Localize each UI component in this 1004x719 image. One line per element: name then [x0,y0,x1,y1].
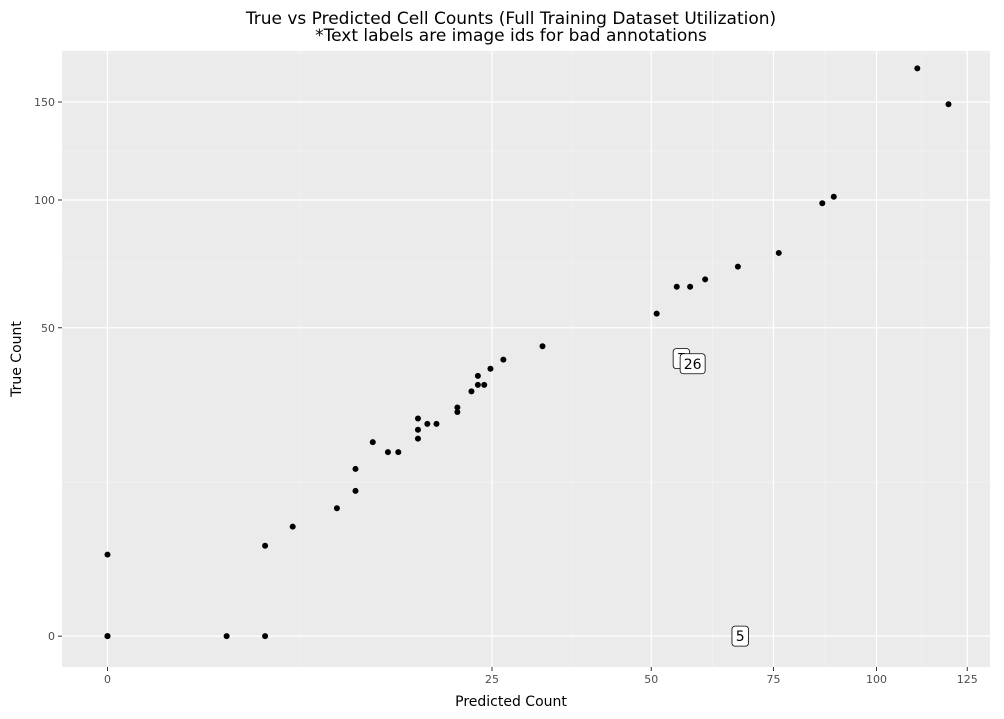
y-tick-label: 100 [34,194,55,207]
chart-subtitle: *Text labels are image ids for bad annot… [315,26,707,46]
data-point [474,381,481,388]
data-point [702,276,709,283]
minor-gridlines [62,51,990,667]
data-point [104,551,111,558]
data-point [414,426,421,433]
data-points [104,65,952,640]
x-axis-ticks: 0 25 50 75 100 125 [104,667,978,686]
data-point [819,200,826,207]
x-tick-label: 125 [957,673,978,686]
annotation-box [731,625,749,647]
data-point [687,283,694,290]
annotation-label: 26 [684,357,702,373]
data-point [352,487,359,494]
data-point [384,449,391,456]
data-point [775,249,782,256]
panel-background [62,51,990,667]
y-axis-title: True Count [9,321,25,398]
data-point [414,415,421,422]
data-point [433,420,440,427]
data-point [487,365,494,372]
data-point [481,381,488,388]
data-point [223,633,230,640]
x-tick-label: 100 [866,673,887,686]
data-point [352,465,359,472]
x-tick-label: 75 [766,673,780,686]
data-point [500,356,507,363]
annotation-labels: 7265 [672,348,749,647]
data-point [414,435,421,442]
data-point [262,633,269,640]
data-point [289,523,296,530]
y-tick-label: 50 [41,322,55,335]
data-point [474,372,481,379]
data-point [830,193,837,200]
y-tick-label: 0 [48,630,55,643]
data-point [395,449,402,456]
data-point [454,404,461,411]
data-point [653,310,660,317]
data-point [454,409,461,416]
data-point [539,343,546,350]
x-tick-label: 25 [485,673,499,686]
data-point [914,65,921,72]
major-gridlines [62,51,990,667]
y-tick-label: 150 [34,96,55,109]
data-point [333,505,340,512]
annotation-label: 5 [736,629,745,645]
data-point [673,283,680,290]
annotation-box [679,353,706,375]
chart-title: True vs Predicted Cell Counts (Full Trai… [245,9,776,29]
x-tick-label: 0 [104,673,111,686]
data-point [424,420,431,427]
data-point [734,263,741,270]
data-point [369,439,376,446]
x-axis-title: Predicted Count [455,694,567,710]
data-point [262,542,269,549]
y-axis-ticks: 0 50 100 150 [34,96,62,643]
data-point [104,633,111,640]
data-point [468,388,475,395]
data-point [945,101,952,108]
x-tick-label: 50 [644,673,658,686]
